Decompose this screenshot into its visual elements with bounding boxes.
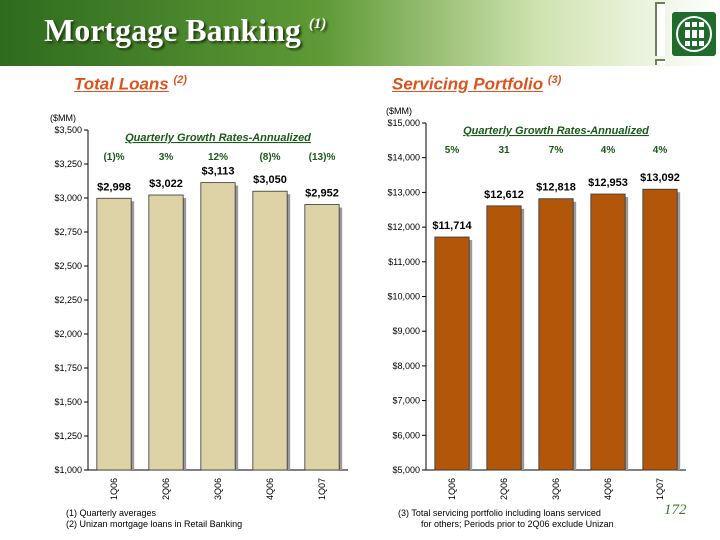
servicing-y-tick-label: $13,000 [387, 187, 420, 197]
chart-title-total-loans: Total Loans (2) [74, 74, 187, 94]
loans-growth-title: Quarterly Growth Rates-Annualized [125, 132, 311, 144]
loans-growth-rate: 12% [208, 152, 228, 163]
servicing-value-label: $12,953 [588, 177, 628, 189]
loans-y-tick-label: $3,250 [54, 159, 82, 169]
title-banner [0, 0, 720, 66]
bank-logo [672, 12, 716, 56]
loans-y-tick-label: $1,250 [54, 431, 82, 441]
servicing-x-tick-label: 1Q07 [655, 478, 665, 500]
servicing-y-tick-label: $8,000 [392, 361, 420, 371]
footnote-3-cont: for others; Periods prior to 2Q06 exclud… [421, 519, 614, 529]
loans-y-tick-label: $2,500 [54, 261, 82, 271]
loans-bar [96, 197, 132, 471]
servicing-value-label: $13,092 [640, 172, 680, 184]
servicing-y-tick-label: $12,000 [387, 222, 420, 232]
servicing-y-tick-label: $6,000 [392, 430, 420, 440]
banner-accent-dot [655, 59, 665, 65]
servicing-x-tick-label: 4Q06 [603, 478, 613, 500]
loans-growth-rate: (13)% [309, 152, 336, 163]
servicing-growth-rate: 31 [498, 145, 510, 156]
servicing-x-tick-label: 2Q06 [499, 478, 509, 500]
loans-growth-rate: (1)% [103, 152, 124, 163]
servicing-bar [486, 205, 522, 471]
footnote-3: (3) Total servicing portfolio including … [398, 508, 601, 518]
page-title: Mortgage Banking (1) [44, 12, 327, 48]
servicing-y-tick-label: $9,000 [392, 326, 420, 336]
servicing-growth-rate: 4% [653, 145, 668, 156]
servicing-growth-rate: 7% [549, 145, 564, 156]
footnote-2: (2) Unizan mortgage loans in Retail Bank… [66, 519, 243, 529]
loans-y-tick-label: $2,250 [54, 295, 82, 305]
servicing-bar [538, 198, 574, 471]
loans-y-tick-label: $2,750 [54, 227, 82, 237]
loans-y-tick-label: $3,000 [54, 193, 82, 203]
loans-y-tick-label: $1,000 [54, 465, 82, 475]
loans-value-label: $2,998 [97, 181, 131, 193]
servicing-x-tick-label: 1Q06 [447, 478, 457, 500]
banner-accent-bar [655, 2, 665, 56]
loans-x-tick-label: 3Q06 [213, 478, 223, 500]
loans-y-tick-label: $1,750 [54, 363, 82, 373]
servicing-y-tick-label: $7,000 [392, 396, 420, 406]
loans-bar [148, 194, 184, 471]
servicing-y-tick-label: $11,000 [388, 257, 420, 267]
loans-growth-rate: 3% [159, 152, 174, 163]
loans-x-tick-label: 4Q06 [265, 478, 275, 500]
loans-bar [200, 182, 236, 471]
loans-bar [304, 204, 340, 471]
servicing-growth-rate: 5% [445, 145, 460, 156]
chart-title-servicing-portfolio: Servicing Portfolio (3) [392, 74, 562, 94]
loans-bar [252, 190, 288, 471]
page-number: 172 [664, 502, 687, 518]
servicing-y-tick-label: $5,000 [392, 465, 420, 475]
loans-value-label: $3,022 [149, 178, 183, 190]
footnote-1: (1) Quarterly averages [66, 508, 157, 518]
servicing-value-label: $12,818 [536, 182, 576, 194]
servicing-value-label: $12,612 [484, 189, 524, 201]
loans-x-tick-label: 2Q06 [161, 478, 171, 500]
servicing-growth-title: Quarterly Growth Rates-Annualized [463, 125, 649, 137]
servicing-bar [590, 193, 626, 471]
servicing-bar [434, 236, 470, 471]
servicing-y-tick-label: $15,000 [387, 118, 420, 128]
loans-y-tick-label: $1,500 [54, 397, 82, 407]
servicing-value-label: $11,714 [432, 220, 472, 232]
loans-value-label: $3,113 [201, 166, 234, 178]
servicing-y-tick-label: $10,000 [387, 292, 420, 302]
loans-y-tick-label: $3,500 [54, 125, 82, 135]
loans-y-tick-label: $2,000 [54, 329, 82, 339]
loans-x-tick-label: 1Q06 [109, 478, 119, 500]
loans-value-label: $2,952 [305, 188, 339, 200]
loans-y-unit-label: ($MM) [50, 113, 76, 123]
servicing-x-tick-label: 3Q06 [551, 478, 561, 500]
servicing-y-unit-label: ($MM) [386, 106, 412, 116]
servicing-growth-rate: 4% [601, 145, 616, 156]
loans-growth-rate: (8)% [259, 152, 280, 163]
loans-x-tick-label: 1Q07 [317, 478, 327, 500]
loans-value-label: $3,050 [253, 174, 287, 186]
servicing-y-tick-label: $14,000 [387, 153, 420, 163]
servicing-bar [642, 188, 678, 471]
